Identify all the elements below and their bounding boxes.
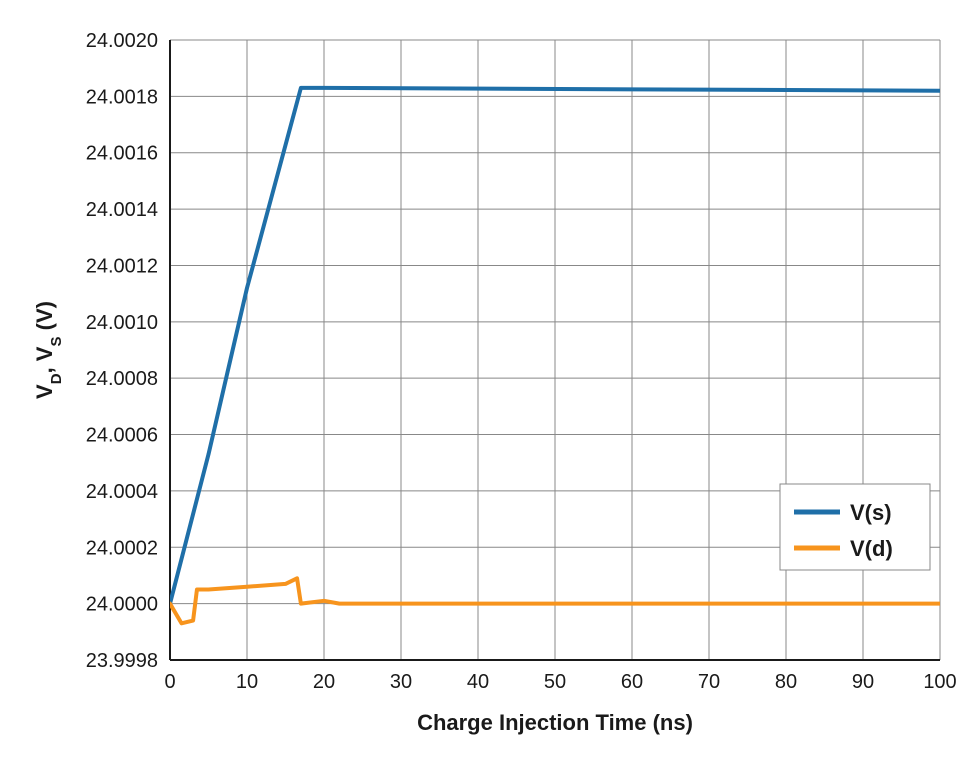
- y-tick-label: 24.0008: [86, 368, 158, 390]
- legend-label: V(d): [850, 536, 893, 561]
- line-chart: 0 10 20 30 40 50 60 70 80 90 100 23.9998 24.0000 24.0…: [20, 20, 958, 752]
- y-tick-label: 24.0020: [86, 30, 158, 52]
- x-tick-label: 90: [852, 671, 874, 693]
- y-tick-label: 24.0004: [86, 481, 158, 503]
- x-tick-label: 50: [544, 671, 566, 693]
- y-tick-label: 24.0002: [86, 537, 158, 559]
- x-axis-label: Charge Injection Time (ns): [417, 710, 693, 735]
- y-tick-label: 24.0014: [86, 199, 158, 221]
- x-tick-label: 0: [164, 671, 175, 693]
- y-tick-label: 24.0006: [86, 425, 158, 447]
- x-tick-label: 20: [313, 671, 335, 693]
- legend: V(s) V(d): [780, 484, 930, 570]
- y-tick-label: 24.0018: [86, 86, 158, 108]
- y-tick-label: 24.0010: [86, 312, 158, 334]
- y-tick-label: 24.0012: [86, 255, 158, 277]
- x-tick-label: 70: [698, 671, 720, 693]
- y-axis-label: VD, VS (V): [32, 301, 65, 399]
- y-tick-label: 23.9998: [86, 650, 158, 672]
- y-tick-label: 24.0016: [86, 143, 158, 165]
- x-tick-label: 80: [775, 671, 797, 693]
- y-tick-label: 24.0000: [86, 594, 158, 616]
- legend-label: V(s): [850, 500, 892, 525]
- x-tick-label: 30: [390, 671, 412, 693]
- chart-container: 0 10 20 30 40 50 60 70 80 90 100 23.9998 24.0000 24.0…: [20, 20, 958, 752]
- x-tick-label: 100: [923, 671, 956, 693]
- x-tick-label: 60: [621, 671, 643, 693]
- x-tick-label: 40: [467, 671, 489, 693]
- x-tick-label: 10: [236, 671, 258, 693]
